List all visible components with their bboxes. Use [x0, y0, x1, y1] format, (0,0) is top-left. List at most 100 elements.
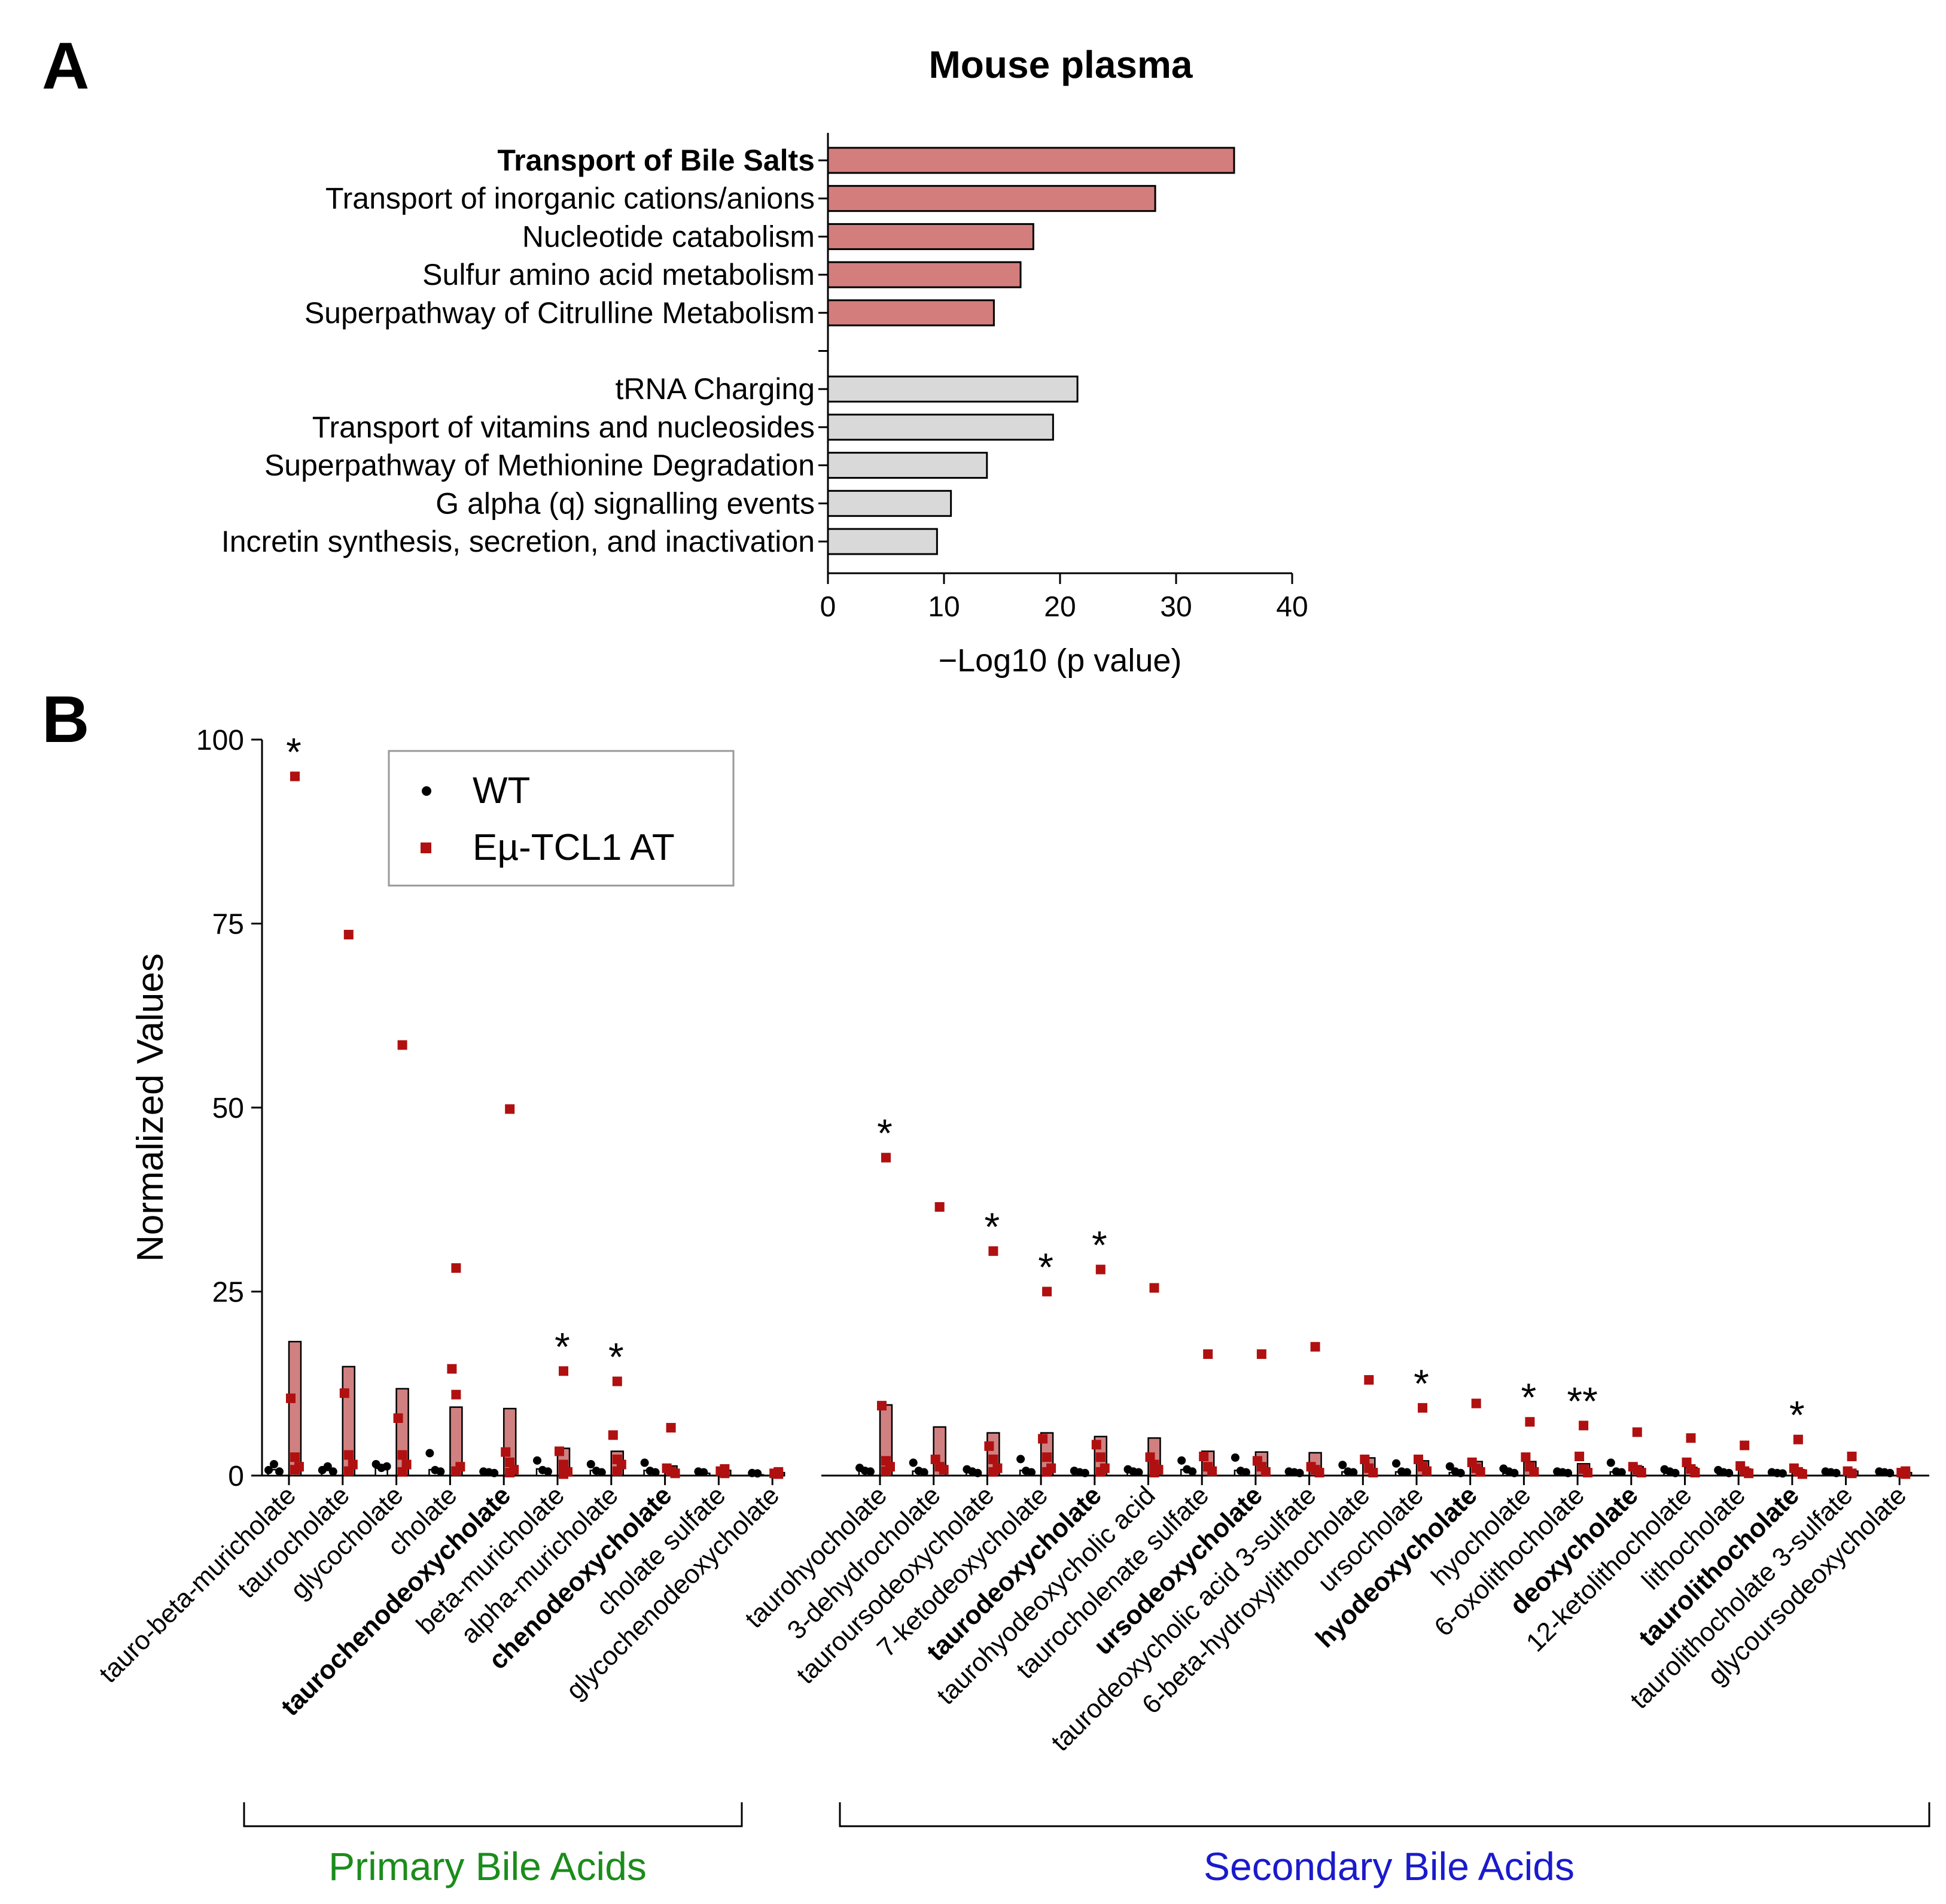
- chart-b-y-label: Normalized Values: [130, 953, 171, 1262]
- legend-box: [388, 750, 735, 887]
- chart-b-wt-point: [919, 1468, 928, 1477]
- chart-a-bar: [827, 185, 1156, 212]
- chart-b-significance: *: [877, 1111, 893, 1155]
- chart-b-at-point: [1360, 1454, 1370, 1464]
- group-bracket: [839, 1802, 1930, 1827]
- chart-b-at-point: [1314, 1468, 1324, 1478]
- chart-a-category-label: Superpathway of Methionine Degradation: [264, 449, 815, 482]
- chart-a-category-label: tRNA Charging: [616, 372, 815, 406]
- chart-b-at-point: [881, 1152, 891, 1163]
- group-label: Primary Bile Acids: [328, 1844, 647, 1888]
- chart-b-wt-point: [1564, 1468, 1573, 1477]
- chart-a-bar: [827, 147, 1235, 174]
- chart-b-at-point: [559, 1366, 568, 1376]
- chart-b-at-point: [1583, 1468, 1593, 1478]
- legend-at-label: Eµ-TCL1 AT: [473, 827, 675, 868]
- chart-b-at-point: [1145, 1452, 1155, 1462]
- chart-a-x-tick-label: 20: [1044, 591, 1076, 623]
- chart-b-at-point: [1575, 1452, 1585, 1462]
- chart-b-y-tick-label: 75: [212, 909, 244, 941]
- chart-a-category-label: Nucleotide catabolism: [522, 220, 815, 253]
- chart-b-significance: *: [1414, 1361, 1429, 1406]
- chart-b-wt-point: [1510, 1468, 1519, 1477]
- chart-b-at-point: [1740, 1440, 1750, 1450]
- chart-b-wt-point: [1403, 1468, 1411, 1477]
- chart-b-at-point: [290, 1452, 300, 1462]
- chart-b-wt-point: [1188, 1467, 1197, 1476]
- chart-a-bar: [827, 528, 938, 555]
- chart-b-wt-point: [597, 1468, 606, 1477]
- chart-b-at-point: [1095, 1264, 1106, 1275]
- chart-b-at-point: [290, 771, 300, 781]
- chart-b-wt-point: [866, 1467, 875, 1476]
- legend-at-marker: [421, 842, 431, 853]
- chart-b-at-point: [1521, 1452, 1531, 1462]
- group-bracket: [243, 1802, 743, 1827]
- chart-b-at-point: [559, 1459, 568, 1470]
- chart-b-at-point: [1149, 1468, 1159, 1478]
- legend-wt-marker: [422, 786, 431, 796]
- legend-wt-label: WT: [473, 770, 530, 811]
- chart-b-at-point: [290, 1465, 300, 1475]
- chart-b-at-point: [343, 1450, 354, 1460]
- chart-b-significance: *: [1038, 1245, 1053, 1289]
- chart-b-wt-point: [1231, 1453, 1240, 1462]
- chart-b-at-point: [1095, 1467, 1106, 1477]
- chart-b-at-point: [397, 1450, 407, 1460]
- chart-b-at-point: [930, 1454, 940, 1464]
- chart-b-at-point: [1364, 1375, 1374, 1385]
- chart-b-wt-point: [973, 1468, 982, 1477]
- chart-b-wt-point: [1725, 1468, 1734, 1477]
- chart-b-wt-point: [1832, 1468, 1841, 1477]
- chart-b-at-point: [555, 1446, 564, 1456]
- chart-b-at-point: [501, 1447, 511, 1457]
- chart-b-at-point: [1091, 1440, 1101, 1450]
- group-label: Secondary Bile Acids: [1204, 1844, 1575, 1888]
- chart-b-at-point: [1690, 1468, 1700, 1478]
- chart-b-wt-point: [264, 1465, 273, 1474]
- chart-b-at-bar: [288, 1340, 302, 1477]
- chart-b-wt-point: [651, 1468, 660, 1477]
- chart-b-at-point: [1038, 1434, 1048, 1444]
- chart-b-wt-point: [1134, 1468, 1143, 1477]
- chart-b-wt-point: [640, 1458, 649, 1467]
- panel-b-letter: B: [42, 683, 89, 756]
- chart-b-at-point: [939, 1465, 949, 1475]
- chart-a-category-label: Transport of inorganic cations/anions: [325, 182, 815, 215]
- chart-b-significance: *: [1521, 1375, 1537, 1419]
- chart-b-wt-point: [323, 1462, 332, 1471]
- panel-a-letter: A: [42, 29, 89, 103]
- chart-b-at-point: [608, 1430, 618, 1440]
- chart-a-x-label: −Log10 (p value): [939, 643, 1182, 679]
- chart-b-wt-point: [586, 1460, 595, 1469]
- chart-b-at-point: [720, 1468, 730, 1479]
- chart-b-wt-point: [1456, 1468, 1465, 1477]
- chart-b-significance: *: [1789, 1393, 1805, 1437]
- chart-b-wt-point: [1295, 1468, 1304, 1477]
- chart-a-x-tick-label: 0: [820, 591, 836, 623]
- chart-a-bar: [827, 375, 1079, 403]
- chart-b-at-point: [988, 1454, 998, 1464]
- chart-a-bar: [827, 452, 988, 479]
- chart-b-at-point: [666, 1423, 676, 1433]
- chart-b-at-point: [1095, 1452, 1106, 1462]
- chart-b-at-point: [286, 1393, 296, 1403]
- chart-b-at-point: [1529, 1467, 1539, 1477]
- chart-b-at-point: [343, 1466, 354, 1476]
- chart-b-wt-point: [436, 1467, 445, 1476]
- chart-b-wt-point: [1617, 1468, 1626, 1477]
- chart-a-bar: [827, 261, 1022, 288]
- chart-a-x-tick-label: 30: [1160, 591, 1192, 623]
- chart-b-at-point: [1207, 1466, 1217, 1476]
- chart-b-y-tick-label: 25: [212, 1277, 244, 1309]
- chart-b-at-point: [339, 1388, 349, 1398]
- chart-b-y-tick-label: 100: [196, 725, 244, 756]
- chart-b-wt-point: [909, 1458, 918, 1467]
- chart-b-at-point: [1368, 1468, 1378, 1478]
- chart-b-at-point: [934, 1202, 945, 1212]
- chart-b-at-point: [1199, 1452, 1209, 1462]
- chart-b-at-point: [1042, 1452, 1052, 1462]
- chart-b-at-point: [1149, 1283, 1159, 1293]
- chart-b-at-point: [505, 1457, 515, 1467]
